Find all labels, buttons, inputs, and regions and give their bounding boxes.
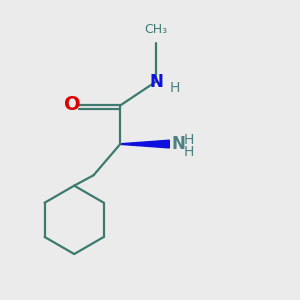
- Text: O: O: [64, 95, 80, 114]
- Text: N: N: [172, 135, 186, 153]
- Text: H: H: [170, 81, 181, 94]
- Text: H: H: [184, 146, 194, 159]
- Text: H: H: [184, 133, 194, 147]
- Polygon shape: [120, 140, 169, 148]
- Text: CH₃: CH₃: [144, 22, 167, 36]
- Text: N: N: [149, 73, 163, 91]
